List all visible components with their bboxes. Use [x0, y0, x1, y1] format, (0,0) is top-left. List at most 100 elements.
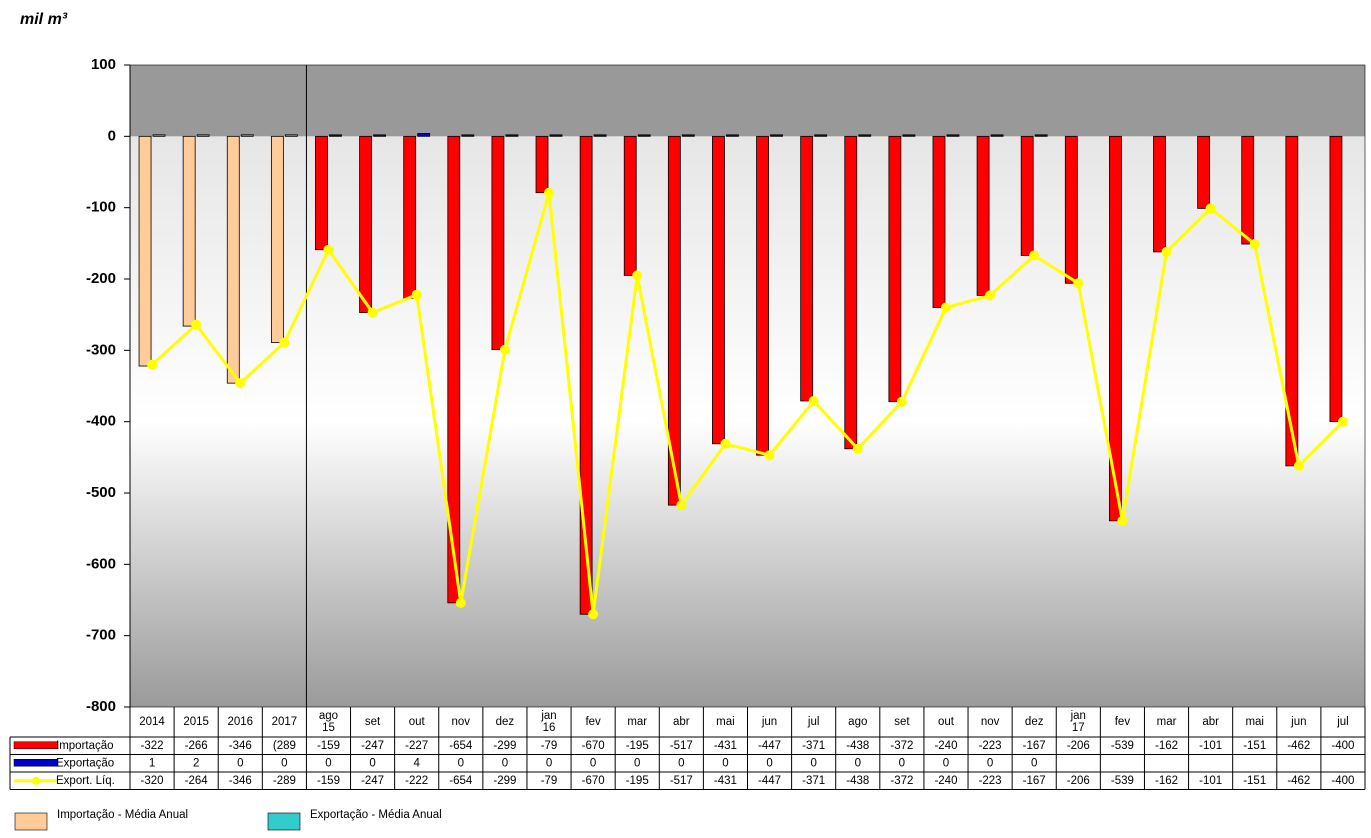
- data-label: -206: [1067, 775, 1090, 787]
- point: [1293, 460, 1304, 471]
- legend-label: Exportação - Média Anual: [310, 809, 442, 821]
- data-label: -517: [670, 775, 693, 787]
- data-label: 0: [722, 757, 728, 769]
- data-label: -299: [493, 740, 516, 752]
- bar: [637, 134, 651, 137]
- data-label: -447: [758, 775, 781, 787]
- data-label: -517: [670, 740, 693, 752]
- x-tick-label: jul: [807, 716, 820, 728]
- bar: [756, 135, 769, 456]
- point: [588, 609, 599, 620]
- data-label: 0: [766, 757, 772, 769]
- data-label: -159: [317, 740, 340, 752]
- data-label: -240: [934, 740, 957, 752]
- data-label: -101: [1199, 740, 1222, 752]
- bar: [946, 134, 960, 137]
- data-label: 0: [325, 757, 331, 769]
- data-label: -167: [1023, 775, 1046, 787]
- x-tick-label: nov: [981, 716, 1000, 728]
- bar: [800, 135, 814, 402]
- legend-label: Exportação: [56, 757, 114, 769]
- bar: [712, 135, 725, 445]
- x-tick-label: abr: [673, 716, 690, 728]
- bar: [814, 134, 828, 137]
- bar: [932, 135, 946, 308]
- point: [499, 344, 510, 355]
- bar: [681, 134, 695, 137]
- data-label: 0: [369, 757, 375, 769]
- plot-bg-above: [130, 65, 1365, 137]
- bar: [667, 135, 681, 506]
- point: [367, 307, 378, 318]
- data-label: -322: [141, 740, 164, 752]
- data-label: -266: [185, 740, 208, 752]
- data-label: -151: [1243, 740, 1266, 752]
- bar: [858, 134, 872, 137]
- point: [1161, 246, 1172, 257]
- data-label: -462: [1287, 740, 1310, 752]
- y-tick-label: -500: [86, 484, 116, 501]
- bar: [152, 134, 166, 137]
- point: [1249, 239, 1260, 250]
- x-tick-label: ago 15: [319, 710, 338, 734]
- legend-marker: [13, 741, 59, 749]
- x-tick-label: dez: [496, 716, 515, 728]
- bar: [240, 134, 254, 137]
- bar: [1197, 135, 1211, 209]
- data-label: -372: [890, 775, 913, 787]
- bar: [138, 135, 152, 367]
- data-label: -438: [846, 775, 869, 787]
- data-label: -670: [582, 740, 605, 752]
- data-label: -227: [405, 740, 428, 752]
- data-label: -79: [541, 775, 558, 787]
- bar: [549, 134, 563, 137]
- point: [632, 270, 643, 281]
- data-label: 0: [943, 757, 949, 769]
- data-label: -222: [405, 775, 428, 787]
- data-label: -431: [714, 740, 737, 752]
- data-label: -462: [1287, 775, 1310, 787]
- data-label: -289: [273, 775, 296, 787]
- x-tick-label: out: [938, 716, 955, 728]
- data-label: 0: [634, 757, 640, 769]
- bar: [579, 135, 593, 615]
- bar: [270, 135, 284, 343]
- point: [1029, 250, 1040, 261]
- bar: [226, 135, 240, 384]
- bar: [491, 135, 505, 351]
- point: [1337, 416, 1348, 427]
- x-tick-label: mar: [627, 716, 647, 728]
- legend-marker: [32, 776, 40, 785]
- bar: [315, 135, 328, 251]
- data-label: -162: [1155, 740, 1178, 752]
- data-label: 0: [855, 757, 861, 769]
- bar: [1241, 135, 1255, 245]
- x-tick-label: fev: [585, 716, 601, 728]
- bar: [990, 134, 1004, 137]
- bar: [182, 135, 196, 327]
- y-tick-label: 0: [108, 127, 116, 144]
- data-label: -247: [361, 740, 384, 752]
- data-label: -400: [1331, 775, 1354, 787]
- data-label: -206: [1067, 740, 1090, 752]
- bar: [976, 135, 990, 296]
- y-axis-label: mil m³: [20, 11, 68, 28]
- data-label: -223: [979, 775, 1002, 787]
- point: [1205, 203, 1216, 214]
- bar: [1153, 135, 1166, 253]
- bar: [888, 135, 902, 403]
- legend-marker: [14, 812, 48, 831]
- x-tick-label: mar: [1157, 716, 1177, 728]
- data-label: 0: [546, 757, 552, 769]
- data-label: -247: [361, 775, 384, 787]
- legend-label: Importação - Média Anual: [57, 809, 188, 821]
- bar: [505, 134, 519, 137]
- bar: [623, 135, 637, 276]
- data-label: -101: [1199, 775, 1222, 787]
- bar: [373, 134, 386, 137]
- data-label: 0: [810, 757, 816, 769]
- point: [896, 396, 907, 407]
- bar: [461, 134, 475, 137]
- legend-marker: [267, 812, 301, 831]
